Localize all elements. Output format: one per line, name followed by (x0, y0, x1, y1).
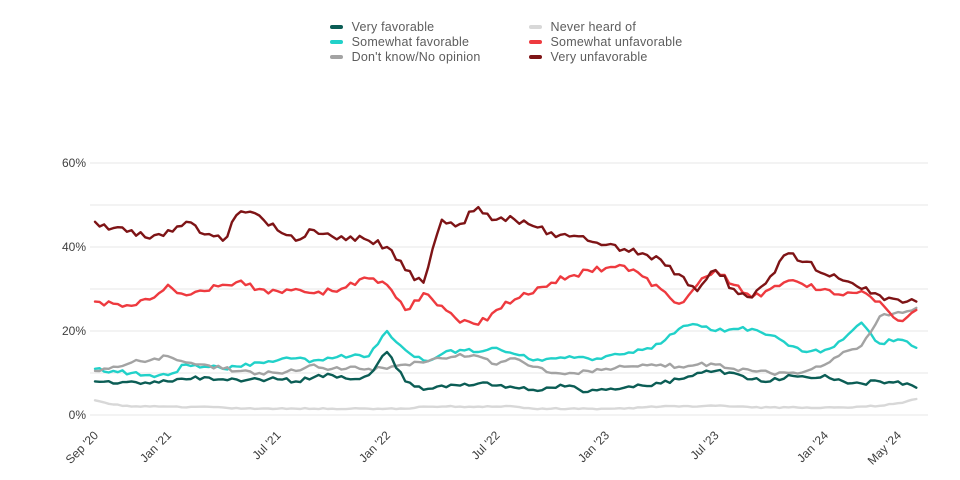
x-axis-label: Jan '23 (575, 428, 612, 465)
legend-label: Very unfavorable (550, 49, 648, 64)
chart-legend: Very favorable Somewhat favorable Don't kn… (0, 19, 960, 64)
x-axis-label: Jan '24 (794, 428, 831, 465)
legend-item-very-favorable: Very favorable (329, 19, 481, 34)
legend-swatch-icon (528, 54, 542, 59)
legend-label: Don't know/No opinion (351, 49, 481, 64)
legend-label: Never heard of (550, 19, 636, 34)
x-axis-label: Jul '22 (468, 428, 502, 462)
y-axis-label: 60% (62, 156, 86, 170)
x-axis-label: Jan '22 (356, 428, 393, 465)
y-axis-label: 0% (69, 408, 87, 422)
series-line-very-favorable (93, 350, 918, 394)
x-axis-label: Sep '20 (63, 428, 102, 467)
legend-item-very-unfavorable: Very unfavorable (528, 49, 683, 64)
legend-label: Somewhat favorable (351, 34, 470, 49)
x-axis-label: Jul '23 (687, 428, 721, 462)
legend-label: Very favorable (351, 19, 435, 34)
legend-column: Very favorable Somewhat favorable Don't kn… (329, 19, 481, 64)
series-line-don-t-know-no-opinion (93, 306, 918, 376)
series-line-very-unfavorable (93, 205, 918, 304)
legend-swatch-icon (329, 39, 343, 44)
series-line-never-heard-of (93, 397, 918, 411)
legend-item-somewhat-favorable: Somewhat favorable (329, 34, 481, 49)
x-axis-label: May '24 (865, 428, 905, 468)
legend-column: Never heard of Somewhat unfavorable Very u… (528, 19, 683, 64)
legend-swatch-icon (329, 24, 343, 29)
legend-item-never-heard-of: Never heard of (528, 19, 683, 34)
legend-label: Somewhat unfavorable (550, 34, 683, 49)
y-axis-label: 20% (62, 324, 86, 338)
legend-swatch-icon (528, 39, 542, 44)
series-line-somewhat-favorable (93, 321, 918, 379)
legend-swatch-icon (528, 24, 542, 29)
x-axis-label: Jan '21 (137, 428, 174, 465)
legend-item-don-t-know-no-opinion: Don't know/No opinion (329, 49, 481, 64)
series-line-somewhat-unfavorable (93, 263, 918, 326)
legend-swatch-icon (329, 54, 343, 59)
legend-item-somewhat-unfavorable: Somewhat unfavorable (528, 34, 683, 49)
y-axis-label: 40% (62, 240, 86, 254)
x-axis-label: Jul '21 (249, 428, 283, 462)
